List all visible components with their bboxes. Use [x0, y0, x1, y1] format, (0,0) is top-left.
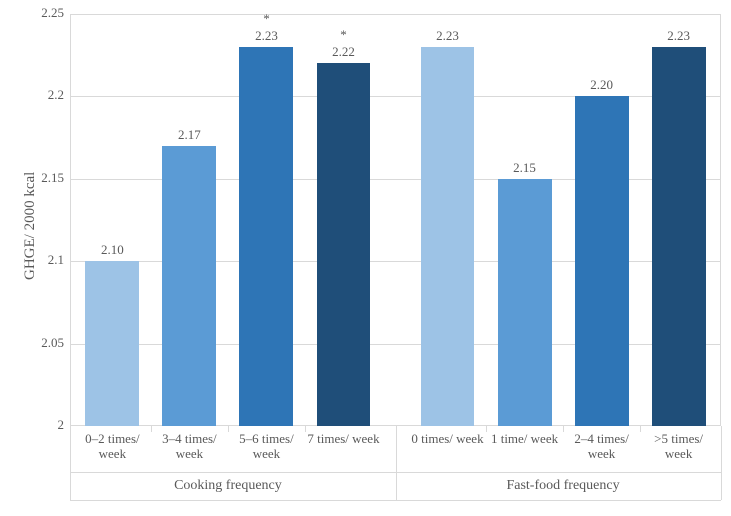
- bar: [162, 146, 216, 426]
- category-label: 5–6 times/ week: [228, 432, 305, 462]
- category-label: 2–4 times/ week: [563, 432, 640, 462]
- x-tick: [640, 426, 641, 432]
- bar-value-label: 2.10: [82, 242, 142, 258]
- bar-value-label: 2.20: [572, 77, 632, 93]
- grid-line: [70, 14, 721, 15]
- bar-chart: GHGE/ 2000 kcal 2 2.05 2.1 2.15 2.2 2.25 2.10 0…: [0, 0, 731, 516]
- bar-value-label: 2.23: [418, 28, 478, 44]
- category-label: 0–2 times/ week: [74, 432, 151, 462]
- x-tick: [151, 426, 152, 432]
- y-tick-label: 2.15: [41, 170, 64, 186]
- category-label: 3–4 times/ week: [151, 432, 228, 462]
- significance-star: *: [333, 27, 353, 43]
- group-separator: [721, 426, 722, 500]
- bar: [239, 47, 293, 426]
- category-label: >5 times/ week: [640, 432, 717, 462]
- bar-value-label: 2.17: [159, 127, 219, 143]
- group-row-bottom-line: [70, 500, 721, 501]
- y-tick-label: 2: [58, 417, 65, 433]
- group-separator: [396, 426, 397, 500]
- category-label: 1 time/ week: [486, 432, 563, 447]
- bar: [652, 47, 706, 426]
- x-tick: [486, 426, 487, 432]
- y-axis-label: GHGE/ 2000 kcal: [22, 172, 39, 280]
- x-tick: [228, 426, 229, 432]
- category-group-divider: [70, 472, 721, 473]
- y-tick-label: 2.25: [41, 5, 64, 21]
- bar: [85, 261, 139, 426]
- group-label: Cooking frequency: [74, 478, 382, 494]
- x-tick: [305, 426, 306, 432]
- group-separator: [70, 426, 71, 500]
- group-label: Fast-food frequency: [409, 478, 717, 494]
- bar: [317, 63, 371, 426]
- category-label: 0 times/ week: [409, 432, 486, 447]
- bar-value-label: 2.23: [649, 28, 709, 44]
- bar-value-label: 2.23: [236, 28, 296, 44]
- category-label: 7 times/ week: [305, 432, 382, 447]
- bar: [421, 47, 475, 426]
- bar: [575, 96, 629, 426]
- bar-value-label: 2.15: [495, 160, 555, 176]
- y-tick-label: 2.05: [41, 335, 64, 351]
- significance-star: *: [256, 11, 276, 27]
- x-tick: [563, 426, 564, 432]
- y-tick-label: 2.2: [48, 87, 64, 103]
- bar-value-label: 2.22: [313, 44, 373, 60]
- y-tick-label: 2.1: [48, 252, 64, 268]
- bar: [498, 179, 552, 426]
